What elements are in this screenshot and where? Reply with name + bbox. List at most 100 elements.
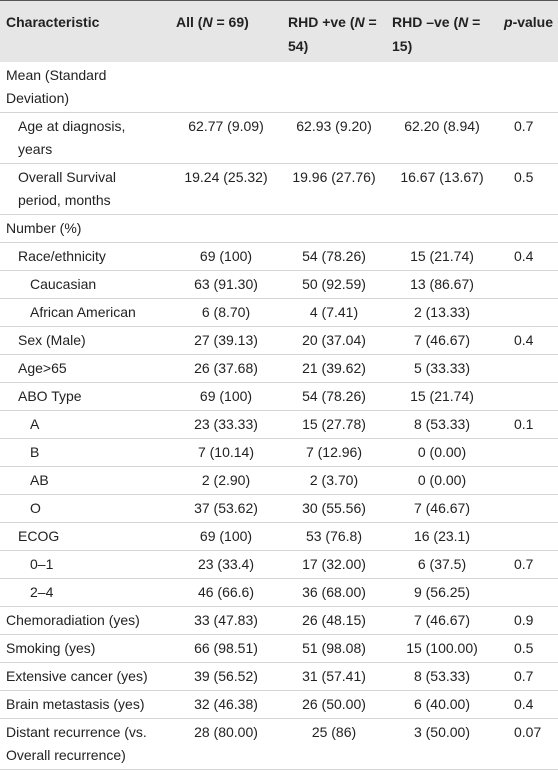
cell: 69 (100) xyxy=(170,242,282,271)
header-cell: Characteristic xyxy=(0,1,170,62)
row-label: ECOG xyxy=(0,522,170,551)
cell: 0.07 xyxy=(498,718,558,770)
cell: 0.4 xyxy=(498,690,558,719)
cell: 16 (23.1) xyxy=(386,522,498,551)
cell xyxy=(170,61,282,113)
header-text: RHD +ve ( xyxy=(288,14,355,30)
cell xyxy=(498,382,558,411)
cell xyxy=(282,214,386,243)
cell: 66 (98.51) xyxy=(170,634,282,663)
cell: 31 (57.41) xyxy=(282,662,386,691)
cell: 6 (37.5) xyxy=(386,550,498,579)
header-text: All ( xyxy=(176,14,203,30)
cell: 0 (0.00) xyxy=(386,466,498,495)
table-row: Sex (Male) 27 (39.13) 20 (37.04) 7 (46.67) 0… xyxy=(0,326,558,355)
cell: 62.93 (9.20) xyxy=(282,112,386,164)
cell: 8 (53.33) xyxy=(386,662,498,691)
cell: 4 (7.41) xyxy=(282,298,386,327)
table-row: Overall Survival period, months 19.24 (25… xyxy=(0,163,558,215)
row-label: Brain metastasis (yes) xyxy=(0,690,170,719)
table-row: Age at diagnosis, years 62.77 (9.09) 62.93… xyxy=(0,112,558,164)
cell: 7 (10.14) xyxy=(170,438,282,467)
table-row: A 23 (33.33) 15 (27.78) 8 (53.33) 0.1 xyxy=(0,410,558,439)
cell: 5 (33.33) xyxy=(386,354,498,383)
cell xyxy=(498,61,558,113)
cell xyxy=(282,61,386,113)
table-row: Mean (Standard Deviation) xyxy=(0,61,558,113)
cell: 9 (56.25) xyxy=(386,578,498,607)
table-row: Distant recurrence (vs. Overall recurren… xyxy=(0,718,558,770)
row-label: Age>65 xyxy=(0,354,170,383)
cell: 36 (68.00) xyxy=(282,578,386,607)
cell: 0.7 xyxy=(498,662,558,691)
cell: 16.67 (13.67) xyxy=(386,163,498,215)
table-row: Chemoradiation (yes) 33 (47.83) 26 (48.15)… xyxy=(0,606,558,635)
row-label: ABO Type xyxy=(0,382,170,411)
cell xyxy=(498,578,558,607)
cell: 32 (46.38) xyxy=(170,690,282,719)
table-row: 2–4 46 (66.6) 36 (68.00) 9 (56.25) xyxy=(0,578,558,607)
header-text: p xyxy=(504,14,513,30)
row-label: 2–4 xyxy=(0,578,170,607)
table-row: ECOG 69 (100) 53 (76.8) 16 (23.1) xyxy=(0,522,558,551)
cell xyxy=(386,214,498,243)
header-text: N xyxy=(202,14,213,30)
header-text: Characteristic xyxy=(6,14,100,30)
cell: 30 (55.56) xyxy=(282,494,386,523)
table-row: Race/ethnicity 69 (100) 54 (78.26) 15 (21.7… xyxy=(0,242,558,271)
cell xyxy=(498,494,558,523)
header-cell: RHD –ve (N = 15) xyxy=(386,1,498,62)
cell xyxy=(498,270,558,299)
cell: 46 (66.6) xyxy=(170,578,282,607)
table-row: Extensive cancer (yes) 39 (56.52) 31 (57.4… xyxy=(0,662,558,691)
cell: 2 (3.70) xyxy=(282,466,386,495)
cell: 33 (47.83) xyxy=(170,606,282,635)
cell: 23 (33.4) xyxy=(170,550,282,579)
cell: 26 (48.15) xyxy=(282,606,386,635)
cell: 54 (78.26) xyxy=(282,382,386,411)
cell: 25 (86) xyxy=(282,718,386,770)
cell: 23 (33.33) xyxy=(170,410,282,439)
cell: 2 (13.33) xyxy=(386,298,498,327)
cell: 39 (56.52) xyxy=(170,662,282,691)
table-row: O 37 (53.62) 30 (55.56) 7 (46.67) xyxy=(0,494,558,523)
cell: 17 (32.00) xyxy=(282,550,386,579)
row-label: Mean (Standard Deviation) xyxy=(0,61,170,113)
cell: 62.20 (8.94) xyxy=(386,112,498,164)
cell: 19.96 (27.76) xyxy=(282,163,386,215)
header-row: Characteristic All (N = 69) RHD +ve (N = 5… xyxy=(0,0,558,62)
cell: 13 (86.67) xyxy=(386,270,498,299)
cell xyxy=(498,214,558,243)
row-label: O xyxy=(0,494,170,523)
cell: 3 (50.00) xyxy=(386,718,498,770)
header-text: = 69) xyxy=(212,14,249,30)
row-label: Overall Survival period, months xyxy=(0,163,170,215)
cell xyxy=(498,466,558,495)
table-body: Mean (Standard Deviation) Age at diagnosi… xyxy=(0,61,558,770)
cell xyxy=(498,522,558,551)
cell: 63 (91.30) xyxy=(170,270,282,299)
cell: 53 (76.8) xyxy=(282,522,386,551)
table-row: Age>65 26 (37.68) 21 (39.62) 5 (33.33) xyxy=(0,354,558,383)
cell: 0.1 xyxy=(498,410,558,439)
table-row: Caucasian 63 (91.30) 50 (92.59) 13 (86.67) xyxy=(0,270,558,299)
cell xyxy=(386,61,498,113)
cell xyxy=(498,354,558,383)
header-text: = 54) xyxy=(288,14,377,54)
table-row: Number (%) xyxy=(0,214,558,243)
cell xyxy=(498,438,558,467)
cell: 28 (80.00) xyxy=(170,718,282,770)
cell: 0.7 xyxy=(498,550,558,579)
cell: 6 (8.70) xyxy=(170,298,282,327)
cell: 69 (100) xyxy=(170,382,282,411)
cell: 7 (46.67) xyxy=(386,326,498,355)
cell: 50 (92.59) xyxy=(282,270,386,299)
cell: 7 (46.67) xyxy=(386,494,498,523)
row-label: Number (%) xyxy=(0,214,170,243)
cell: 20 (37.04) xyxy=(282,326,386,355)
cell: 26 (50.00) xyxy=(282,690,386,719)
row-label: Sex (Male) xyxy=(0,326,170,355)
cell xyxy=(170,214,282,243)
